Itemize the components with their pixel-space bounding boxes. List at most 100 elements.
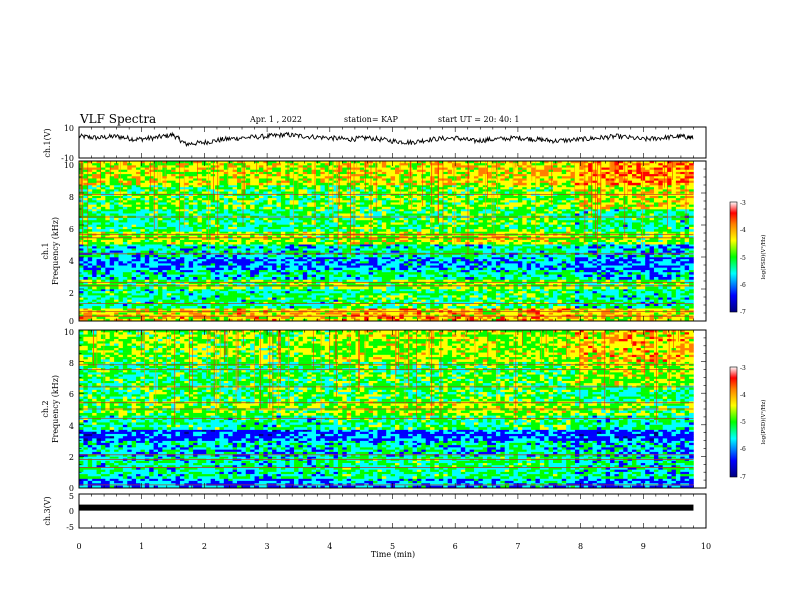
spectrogram-cell: [386, 293, 391, 296]
spectrogram-cell: [632, 303, 637, 307]
spectrogram-cell: [122, 248, 128, 251]
spectrogram-cell: [386, 289, 391, 292]
spectrogram-cell: [289, 316, 295, 320]
spectrogram-cell: [342, 286, 348, 290]
spectrogram-cell: [359, 261, 365, 264]
spectrogram-cell: [316, 295, 321, 298]
spectrogram-cell: [434, 259, 440, 262]
spectrogram-cell: [175, 289, 181, 292]
spectrogram-cell: [96, 316, 102, 320]
spectrogram-cell: [482, 246, 488, 249]
spectrogram-cell: [158, 281, 163, 285]
spectrogram-cell: [355, 269, 361, 273]
spectrogram-cell: [618, 312, 624, 315]
spectrogram-cell: [364, 263, 369, 266]
spectrogram-cell: [430, 312, 435, 315]
spectrogram-cell: [237, 306, 242, 309]
spectrogram-cell: [662, 291, 668, 294]
spectrogram-cell: [636, 316, 642, 320]
spectrogram-cell: [535, 295, 541, 298]
spectrogram-cell: [574, 281, 580, 285]
spectrogram-cell: [351, 265, 356, 268]
spectrogram-cell: [566, 263, 571, 266]
spectrogram-cell: [171, 261, 176, 264]
spectrogram-cell: [201, 279, 207, 283]
spectrogram-cell: [671, 246, 677, 249]
spectrogram-cell: [131, 295, 137, 298]
spectrogram-cell: [640, 281, 646, 285]
spectrogram-cell: [337, 295, 343, 298]
spectrogram-cell: [610, 297, 615, 300]
spectrogram-cell: [416, 277, 422, 280]
spectrogram-cell: [272, 289, 277, 292]
spectrogram-cell: [671, 269, 677, 273]
spectrogram-cell: [618, 250, 624, 254]
spectrogram-cell: [298, 277, 304, 280]
spectrogram-cell: [474, 308, 479, 311]
spectrogram-cell: [509, 297, 514, 300]
spectrogram-cell: [320, 267, 326, 271]
spectrogram-cell: [324, 295, 330, 298]
spectrogram-cell: [175, 293, 181, 296]
spectrogram-cell: [658, 244, 664, 247]
spectrogram-cell: [377, 272, 383, 275]
spectrogram-cell: [412, 299, 418, 303]
spectrogram-cell: [359, 269, 365, 273]
spectrogram-cell: [100, 254, 106, 258]
spectrogram-cell: [377, 269, 383, 273]
spectrogram-cell: [447, 259, 453, 262]
spectrogram-cell: [517, 316, 523, 320]
spectrogram-cell: [412, 293, 418, 296]
spectrogram-cell: [667, 312, 672, 315]
spectrogram-cell: [395, 244, 400, 247]
spectrogram-cell: [553, 293, 558, 296]
spectrogram-cell: [390, 265, 396, 268]
spectrogram-cell: [456, 263, 462, 266]
spectrogram-cell: [237, 297, 242, 300]
spectrogram-cell: [298, 263, 304, 266]
spectrogram-cell: [553, 297, 558, 300]
spectrogram-cell: [228, 299, 233, 303]
spectrogram-cell: [452, 281, 457, 285]
spectrogram-cell: [447, 318, 453, 322]
spectrogram-cell: [228, 274, 233, 278]
spectrogram-cell: [171, 291, 176, 294]
spectrogram-cell: [254, 297, 260, 300]
spectrogram-cell: [188, 281, 194, 285]
spectrogram-cell: [276, 263, 282, 266]
spectrogram-cell: [544, 267, 549, 271]
spectrogram-cell: [430, 316, 435, 320]
spectrogram-cell: [535, 297, 541, 300]
spectrogram-cell: [140, 316, 146, 320]
spectrogram-cell: [671, 308, 677, 311]
spectrogram-cell: [408, 316, 413, 320]
spectrogram-cell: [346, 291, 352, 294]
spectrogram-cell: [495, 312, 501, 315]
spectrogram-cell: [412, 281, 418, 285]
spectrogram-cell: [689, 293, 694, 296]
spectrogram-cell: [596, 291, 602, 294]
spectrogram-cell: [526, 261, 532, 264]
spectrogram-cell: [640, 267, 646, 271]
spectrogram-cell: [166, 306, 172, 309]
spectrogram-cell: [658, 269, 664, 273]
spectrogram-cell: [671, 286, 677, 290]
spectrogram-cell: [311, 303, 317, 307]
spectrogram-cell: [478, 286, 484, 290]
spectrogram-cell: [395, 277, 400, 280]
spectrogram-cell: [179, 291, 185, 294]
spectrogram-cell: [188, 246, 194, 249]
spectrogram-cell: [294, 312, 299, 315]
spectrogram-cell: [276, 303, 282, 307]
spectrogram-cell: [245, 297, 251, 300]
spectrogram-cell: [294, 297, 299, 300]
spectrogram-cell: [438, 274, 444, 278]
spectrogram-cell: [228, 297, 233, 300]
spectrogram-cell: [289, 274, 295, 278]
spectrogram-cell: [197, 274, 203, 278]
spectrogram-cell: [302, 303, 308, 307]
spectrogram-cell: [351, 295, 356, 298]
spectrogram-cell: [395, 254, 400, 258]
spectrogram-cell: [443, 318, 448, 322]
spectrogram-cell: [566, 269, 571, 273]
